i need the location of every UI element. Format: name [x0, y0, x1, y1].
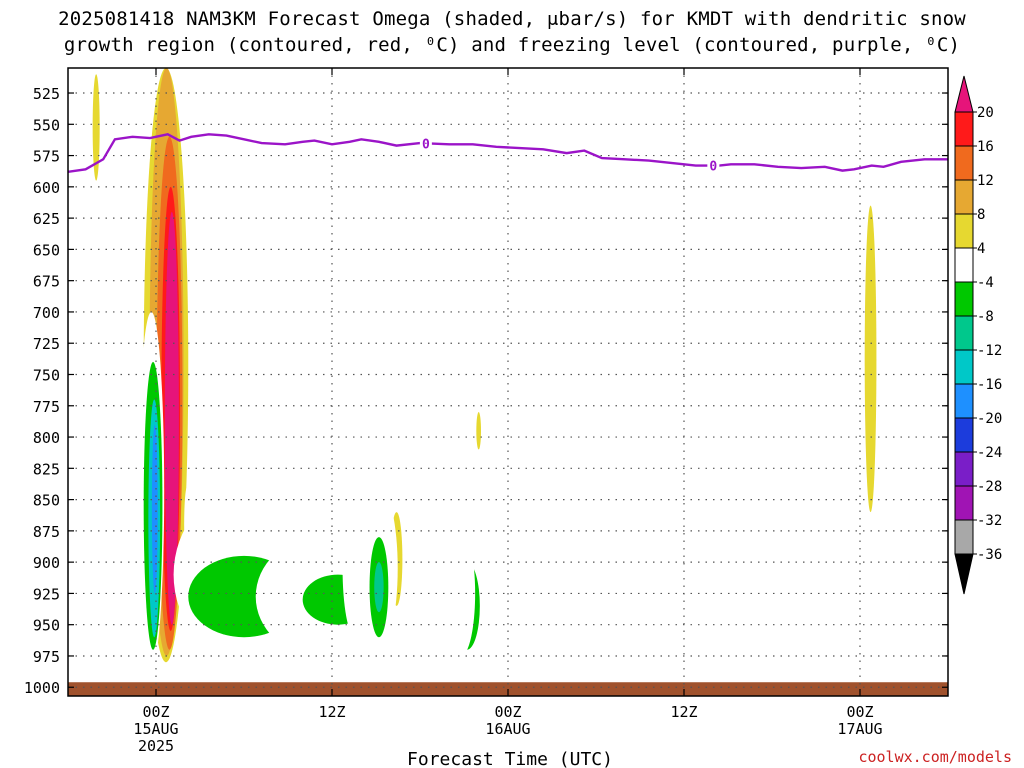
y-tick-label: 650 — [33, 241, 60, 259]
omega-region-12 — [151, 424, 158, 594]
colorbar-segment — [954, 247, 974, 283]
freezing-level-label: 0 — [709, 160, 717, 175]
colorbar-label: -20 — [977, 411, 1002, 427]
y-tick-label: 600 — [33, 179, 60, 197]
chart-title-line-2: growth region (contoured, red, ⁰C) and f… — [63, 34, 961, 56]
y-tick-label: 800 — [33, 429, 60, 447]
colorbar-segment — [954, 111, 974, 147]
y-tick-label: 775 — [33, 398, 60, 416]
colorbar-segment — [954, 349, 974, 385]
omega-region-13 — [197, 286, 203, 325]
omega-region-4 — [164, 211, 179, 625]
x-tick-label: 12Z — [318, 703, 345, 721]
x-tick-label: 00Z — [846, 703, 873, 721]
colorbar-label: -28 — [977, 479, 1002, 495]
omega-shading — [92, 68, 877, 669]
colorbar-label: -32 — [977, 513, 1002, 529]
colorbar-label: 12 — [977, 173, 994, 189]
colorbar-label: -24 — [977, 445, 1002, 461]
freezing-level: 00 — [68, 133, 948, 175]
y-tick-label: 725 — [33, 335, 60, 353]
omega-region-22 — [342, 499, 369, 638]
omega-region-27 — [760, 118, 772, 369]
omega-region-28 — [853, 68, 865, 300]
colorbar-segment — [954, 179, 974, 215]
omega-region-26 — [446, 530, 476, 656]
colorbar: 20 16 12 8 4 -4 -8 -12 -16 -20 -24 -28 -32 -36 — [954, 75, 1002, 595]
y-tick-label: 575 — [33, 148, 60, 166]
y-tick-label: 875 — [33, 523, 60, 541]
colorbar-segment — [954, 417, 974, 453]
x-tick-label: 00Z — [494, 703, 521, 721]
colorbar-segment — [954, 485, 974, 521]
y-tick-label: 1000 — [24, 679, 60, 697]
colorbar-segment — [954, 145, 974, 181]
omega-region-29 — [459, 568, 463, 588]
y-tick-label: 925 — [33, 585, 60, 603]
colorbar-segment — [954, 451, 974, 487]
colorbar-label: -16 — [977, 377, 1002, 393]
y-tick-label: 750 — [33, 366, 60, 384]
y-tick-label: 550 — [33, 116, 60, 134]
x-tick-label: 2025 — [138, 737, 174, 755]
x-tick-label: 00Z — [142, 703, 169, 721]
colorbar-segment — [954, 315, 974, 351]
colorbar-segment — [954, 519, 974, 555]
colorbar-label: -36 — [977, 547, 1002, 563]
y-tick-label: 950 — [33, 617, 60, 635]
x-tick-label: 17AUG — [837, 720, 882, 738]
y-axis: 525 550 575 600 625 650 675 700 725 750 775 800 825 8… — [24, 85, 948, 697]
omega-region-5 — [92, 74, 100, 181]
colorbar-segment — [954, 281, 974, 317]
y-tick-label: 850 — [33, 492, 60, 510]
y-tick-label: 675 — [33, 273, 60, 291]
colorbar-label: -12 — [977, 343, 1002, 359]
omega-region-8 — [864, 205, 877, 513]
y-tick-label: 825 — [33, 460, 60, 478]
freezing-level-label-bg — [419, 135, 432, 152]
x-tick-label: 12Z — [670, 703, 697, 721]
omega-region-6 — [476, 412, 482, 450]
omega-region-21 — [374, 562, 384, 613]
colorbar-top-arrow — [954, 75, 974, 113]
colorbar-bottom-arrow — [954, 553, 974, 595]
y-tick-label: 975 — [33, 648, 60, 666]
y-tick-label: 700 — [33, 304, 60, 322]
x-tick-label: 16AUG — [485, 720, 530, 738]
freezing-level-label: 0 — [422, 137, 430, 152]
colorbar-segment — [954, 213, 974, 249]
colorbar-label: 20 — [977, 105, 994, 121]
y-tick-label: 525 — [33, 85, 60, 103]
freezing-level-line — [68, 133, 948, 173]
chart-title-line-1: 2025081418 NAM3KM Forecast Omega (shaded… — [58, 8, 966, 30]
freezing-level-label-bg — [707, 157, 720, 174]
colorbar-segment — [954, 383, 974, 419]
y-tick-label: 900 — [33, 554, 60, 572]
colorbar-label: -8 — [977, 309, 994, 325]
colorbar-label: -4 — [977, 275, 994, 291]
y-tick-label: 625 — [33, 210, 60, 228]
colorbar-label: 8 — [977, 207, 985, 223]
x-tick-label: 15AUG — [133, 720, 178, 738]
colorbar-label: 4 — [977, 241, 985, 257]
colorbar-label: 16 — [977, 139, 994, 155]
x-axis-label: Forecast Time (UTC) — [407, 749, 613, 768]
credit-text: coolwx.com/models — [858, 748, 1012, 766]
